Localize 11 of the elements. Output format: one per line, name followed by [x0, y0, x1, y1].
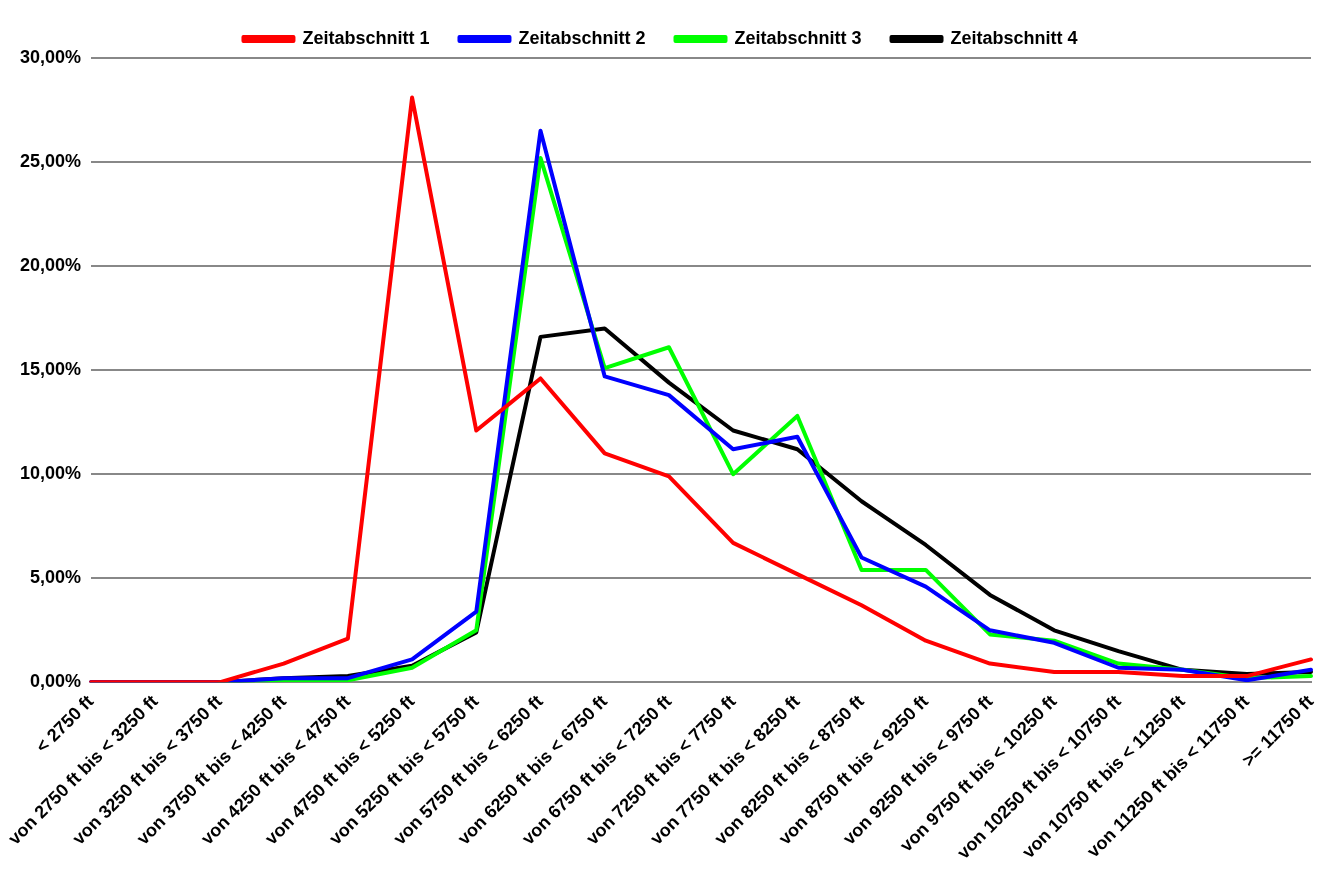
legend-label: Zeitabschnitt 1: [302, 27, 430, 48]
y-tick-label: 10,00%: [19, 463, 82, 484]
y-tick-label: 30,00%: [19, 46, 82, 67]
y-tick-label: 20,00%: [19, 255, 82, 276]
y-tick-label: 25,00%: [19, 151, 82, 172]
y-tick-label: 5,00%: [30, 567, 82, 588]
y-tick-label: 15,00%: [19, 359, 82, 380]
legend-label: Zeitabschnitt 4: [950, 27, 1078, 48]
legend-label: Zeitabschnitt 2: [518, 27, 646, 48]
y-tick-label: 0,00%: [30, 671, 82, 692]
legend-label: Zeitabschnitt 3: [734, 27, 862, 48]
